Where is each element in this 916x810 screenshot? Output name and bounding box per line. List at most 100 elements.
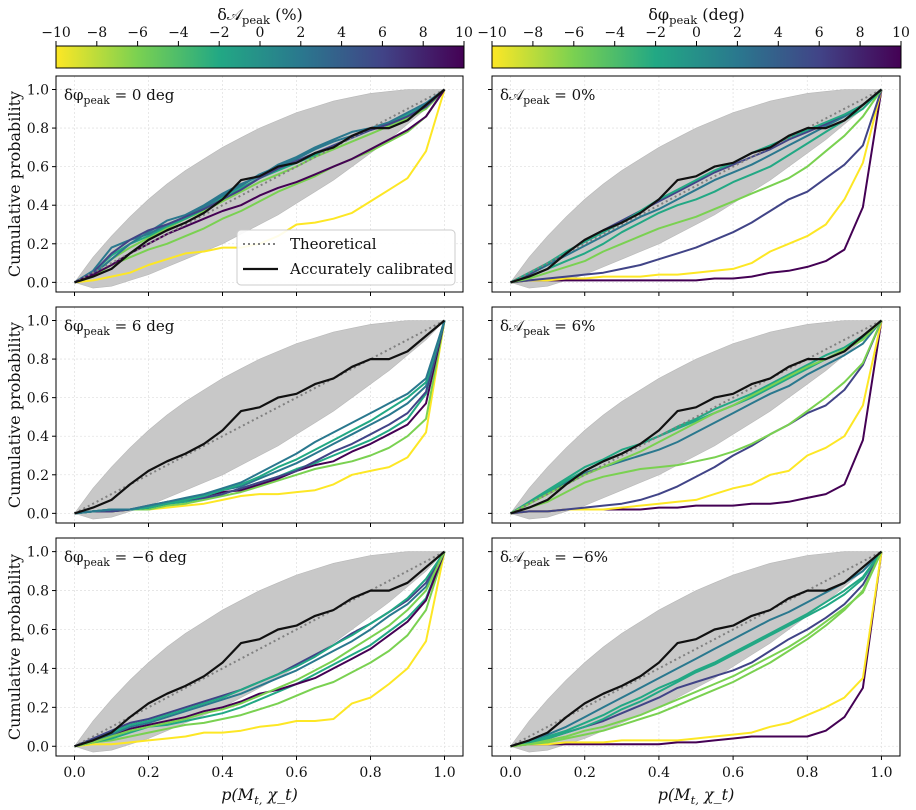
panel-plot-area <box>492 307 900 523</box>
y-tick-label: 0.6 <box>27 391 49 407</box>
colorbar-tick-label: 2 <box>296 25 305 41</box>
x-tick-label: 0.4 <box>648 765 670 781</box>
x-axis-label: p(Mt, χ_t) <box>221 785 298 807</box>
panels: 0.0 0.2 0.4 0.6 0.8 1.0 δφpeak = 0 deg Cumulati… <box>5 75 901 807</box>
y-axis-label: Cumulative probability <box>5 322 24 508</box>
y-tick-label: 0.8 <box>27 584 49 600</box>
panel-frame <box>491 537 901 757</box>
series-line-5 <box>510 88 883 284</box>
colorbar-tick-label: 8 <box>419 25 428 41</box>
series-line-1 <box>510 89 883 284</box>
panel-annotation: δφpeak = −6 deg <box>64 548 187 569</box>
colorbar-amplitude: δ𝒜peak (%) −10 −8 −6 −4 −2 0 2 4 6 8 10 <box>41 5 473 69</box>
colorbar-tick-label: 10 <box>892 25 910 41</box>
y-axis-label: Cumulative probability <box>5 91 24 277</box>
calibrated-line <box>74 319 446 515</box>
calibrated-line <box>74 550 446 748</box>
y-tick-label: 0.2 <box>27 468 49 484</box>
series-line-7 <box>510 551 883 748</box>
series-line-5 <box>510 551 883 748</box>
legend-calibrated-label: Accurately calibrated <box>289 260 454 278</box>
panel-4: δ𝒜peak = 6% <box>488 306 901 527</box>
series-line-8 <box>74 551 446 748</box>
x-tick-label: 1.0 <box>433 765 455 781</box>
colorbar-tick-label: −8 <box>86 25 107 41</box>
colorbar-label: δφpeak (deg) <box>648 5 744 27</box>
y-tick-label: 0.8 <box>27 352 49 368</box>
y-tick-label: 0.2 <box>27 700 49 716</box>
panel-frame <box>55 306 464 524</box>
x-tick-label: 0.6 <box>285 765 307 781</box>
panel-3: 0.0 0.2 0.4 0.6 0.8 1.0 δφpeak = 6 deg Cumulati… <box>5 306 464 527</box>
colorbar-gradient <box>55 45 465 69</box>
series-line-2 <box>74 88 446 284</box>
colorbar-tick-label: 6 <box>815 25 824 41</box>
y-tick-label: 1.0 <box>27 545 49 561</box>
series-line-7 <box>74 88 446 284</box>
colorbar-label: δ𝒜peak (%) <box>217 5 303 27</box>
panel-plot-area <box>56 307 463 523</box>
panel-frame <box>55 75 464 293</box>
panel-6: 0.0 0.2 0.4 0.6 0.8 1.0 δ𝒜peak = −6% p(Mt, χ_t) <box>488 537 901 807</box>
y-tick-label: 0.0 <box>27 506 49 522</box>
panel-5: 0.0 0.2 0.4 0.6 0.8 1.0 0.0 0.2 0.4 0.6 0.8 1.0 δφpe… <box>5 537 464 807</box>
x-tick-label: 0.6 <box>722 765 744 781</box>
panel-frame <box>55 537 464 757</box>
panel-plot-area <box>492 76 900 292</box>
y-tick-label: 0.6 <box>27 622 49 638</box>
series-line-1 <box>74 551 446 748</box>
panel-frame <box>491 306 901 524</box>
colorbar-tick-label: −8 <box>523 25 544 41</box>
panel-annotation: δ𝒜peak = −6% <box>500 548 608 569</box>
panel-1: 0.0 0.2 0.4 0.6 0.8 1.0 δφpeak = 0 deg Cumulati… <box>5 75 464 296</box>
confidence-band <box>74 320 446 520</box>
series-line-4 <box>510 88 883 284</box>
colorbar-tick-label: −6 <box>563 25 584 41</box>
legend: Theoretical Accurately calibrated <box>236 229 456 286</box>
x-tick-label: 0.4 <box>211 765 233 781</box>
colorbar-tick-label: −6 <box>127 25 148 41</box>
colorbar-tick-label: −4 <box>604 25 625 41</box>
colorbar-tick-label: 8 <box>856 25 865 41</box>
series-line-8 <box>74 320 446 515</box>
y-tick-label: 0.6 <box>27 160 49 176</box>
series-line-3 <box>510 320 883 515</box>
x-tick-label: 1.0 <box>870 765 892 781</box>
panel-plot-area <box>56 538 463 756</box>
panel-annotation: δφpeak = 6 deg <box>64 317 175 338</box>
x-tick-label: 0.2 <box>137 765 159 781</box>
series-line-7 <box>74 551 446 748</box>
panel-frame <box>491 75 901 293</box>
panel-2: δ𝒜peak = 0% <box>488 75 901 296</box>
calibrated-line <box>510 88 883 284</box>
x-tick-label: 0.8 <box>796 765 818 781</box>
y-tick-label: 1.0 <box>27 314 49 330</box>
x-tick-label: 0.0 <box>499 765 521 781</box>
series-line-2 <box>74 551 446 748</box>
colorbar-tick-label: −4 <box>168 25 189 41</box>
series-line-4 <box>510 320 883 515</box>
calibrated-line <box>74 88 446 284</box>
colorbar-tick-label: 10 <box>455 25 473 41</box>
colorbar-tick-label: −2 <box>645 25 666 41</box>
series-line-4 <box>510 551 883 748</box>
y-tick-label: 0.0 <box>27 739 49 755</box>
series-line-6 <box>510 550 883 748</box>
series-line-2 <box>510 89 883 284</box>
panel-annotation: δ𝒜peak = 6% <box>500 317 595 338</box>
series-line-5 <box>74 551 446 748</box>
panel-annotation: δφpeak = 0 deg <box>64 86 175 107</box>
y-tick-label: 1.0 <box>27 83 49 99</box>
colorbar-tick-label: 2 <box>733 25 742 41</box>
series-line-3 <box>510 89 883 284</box>
y-tick-label: 0.0 <box>27 275 49 291</box>
colorbar-tick-label: −2 <box>209 25 230 41</box>
series-line-6 <box>510 88 883 284</box>
series-line-8 <box>510 551 883 748</box>
panel-annotation: δ𝒜peak = 0% <box>500 86 595 107</box>
x-tick-label: 0.2 <box>574 765 596 781</box>
colorbar-tick-label: −10 <box>41 25 71 41</box>
colorbar-tick-label: −10 <box>477 25 507 41</box>
